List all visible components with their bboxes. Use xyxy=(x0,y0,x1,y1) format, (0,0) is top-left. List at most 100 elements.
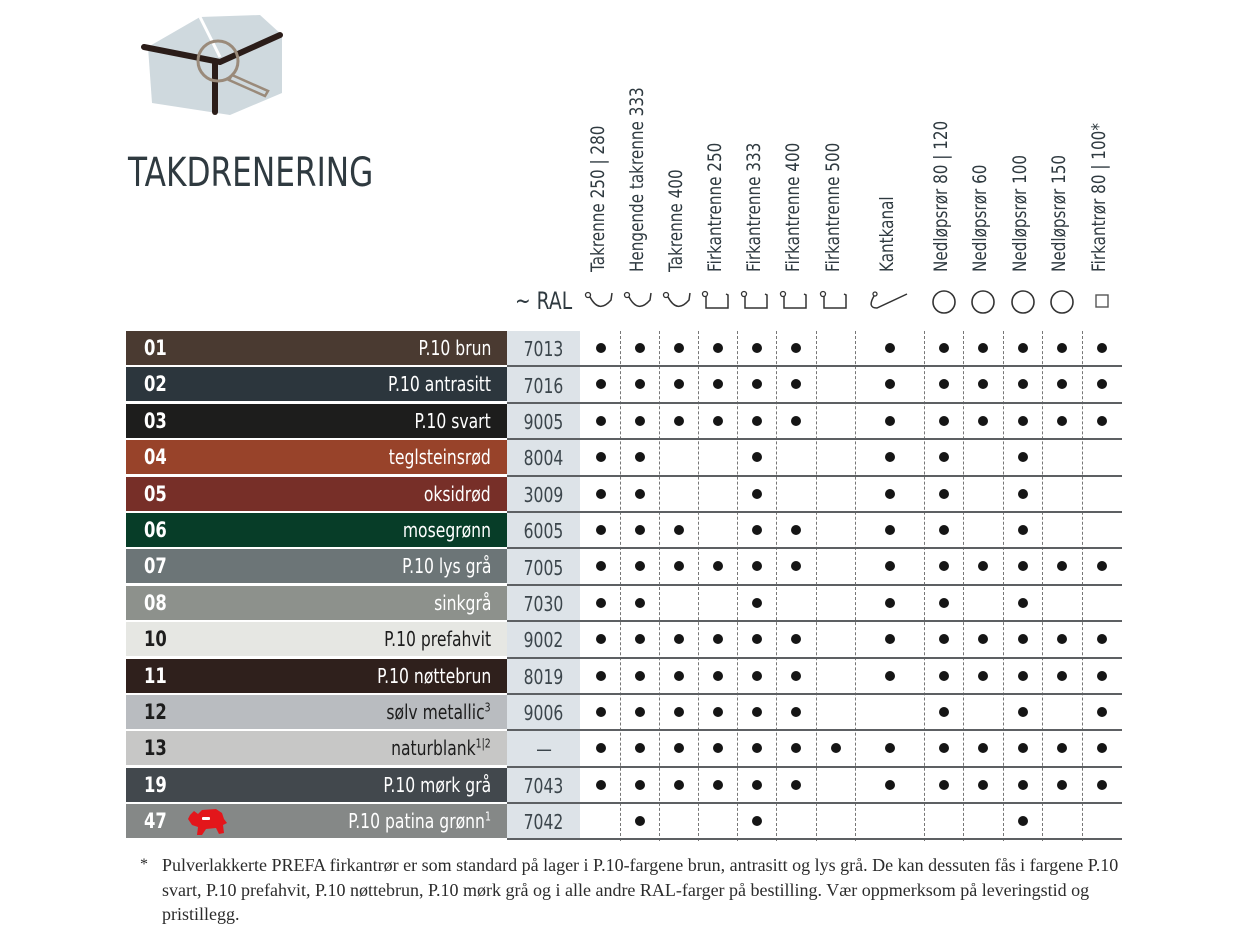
availability-cell xyxy=(776,586,816,620)
available-dot-icon xyxy=(673,670,684,681)
available-dot-icon xyxy=(938,743,949,754)
availability-cell xyxy=(620,659,659,693)
availability-cell xyxy=(924,367,963,401)
available-dot-icon xyxy=(938,706,949,717)
available-dot-icon xyxy=(712,379,723,390)
column-header-label: Nedløpsrør 60 xyxy=(969,164,991,272)
available-dot-icon xyxy=(634,634,645,645)
color-swatch-cell: 19 P.10 mørk grå xyxy=(126,767,507,802)
availability-cell xyxy=(776,768,816,802)
availability-cell xyxy=(963,549,1003,583)
available-dot-icon xyxy=(595,415,606,426)
column-header-label: Kantkanal xyxy=(875,196,898,272)
available-dot-icon xyxy=(791,779,801,790)
available-dot-icon xyxy=(634,488,645,499)
availability-cell xyxy=(659,622,698,656)
availability-cell xyxy=(620,695,659,729)
page-title: TAKDRENERING xyxy=(128,150,374,196)
availability-cell xyxy=(924,804,963,838)
table-row: 08 sinkgrå 7030 xyxy=(126,585,1122,623)
column-divider xyxy=(698,331,699,841)
row-gap xyxy=(126,401,507,404)
available-dot-icon xyxy=(751,415,762,426)
availability-cell xyxy=(816,695,855,729)
color-swatch-cell: 04 teglsteinsrød xyxy=(126,440,507,475)
round-pipe-icon xyxy=(1047,288,1077,314)
box-gutter-icon xyxy=(818,288,854,314)
row-gap xyxy=(126,510,507,513)
availability-cell xyxy=(776,622,816,656)
available-dot-icon xyxy=(673,415,684,426)
column-divider xyxy=(816,331,817,841)
availability-cell xyxy=(1082,622,1121,656)
availability-cell xyxy=(1003,404,1042,438)
half-round-gutter-icon xyxy=(583,288,619,314)
availability-cell xyxy=(924,695,963,729)
availability-cell xyxy=(855,695,924,729)
availability-cell xyxy=(776,804,816,838)
row-gap xyxy=(126,765,507,768)
half-round-gutter-icon xyxy=(622,288,658,314)
color-name: P.10 svart xyxy=(415,409,491,433)
ral-column-header: ~ RAL xyxy=(515,287,573,315)
availability-cell xyxy=(620,622,659,656)
availability-cell xyxy=(963,331,1003,365)
footnote-text: Pulverlakkerte PREFA firkantrør er som s… xyxy=(162,855,1119,924)
available-dot-icon xyxy=(1057,779,1067,790)
available-dot-icon xyxy=(1017,488,1028,499)
availability-cell xyxy=(776,477,816,511)
available-dot-icon xyxy=(791,706,801,717)
available-dot-icon xyxy=(673,561,684,572)
row-gap xyxy=(126,728,507,732)
color-swatch-cell: 05 oksidrød xyxy=(126,476,507,511)
row-divider xyxy=(507,802,1122,805)
color-name-text: P.10 brun xyxy=(418,336,491,360)
availability-cell xyxy=(776,440,816,474)
availability-cell xyxy=(1003,477,1042,511)
available-dot-icon xyxy=(978,379,988,390)
availability-cell xyxy=(924,549,963,583)
ral-code: 8004 xyxy=(523,446,564,471)
row-divider xyxy=(507,838,1122,841)
table-row: 02 P.10 antrasitt 7016 xyxy=(126,367,1122,404)
color-swatch-cell: 02 P.10 antrasitt xyxy=(126,367,507,402)
availability-cell xyxy=(698,731,737,765)
row-gap xyxy=(126,692,507,695)
availability-cell xyxy=(659,659,698,693)
row-divider xyxy=(507,474,1122,477)
availability-cell xyxy=(1003,695,1042,729)
available-dot-icon xyxy=(1057,379,1067,390)
availability-cell xyxy=(620,440,659,474)
availability-cell xyxy=(1082,331,1121,365)
availability-cell xyxy=(1082,695,1121,729)
availability-cell xyxy=(855,331,924,365)
ral-code-cell: 7042 xyxy=(507,804,580,841)
availability-cell xyxy=(924,440,963,474)
available-dot-icon xyxy=(595,670,606,681)
color-swatch-cell: 11 P.10 nøttebrun xyxy=(126,658,507,693)
availability-cell xyxy=(816,804,855,838)
color-swatch-cell: 10 P.10 prefahvit xyxy=(126,622,507,657)
table-row: 05 oksidrød 3009 xyxy=(126,476,1122,513)
ral-code-cell: 7030 xyxy=(507,585,580,623)
available-dot-icon xyxy=(938,670,949,681)
available-dot-icon xyxy=(1096,634,1107,645)
availability-cell xyxy=(855,477,924,511)
edge-channel-icon xyxy=(865,288,915,314)
available-dot-icon xyxy=(751,488,762,499)
availability-cell xyxy=(581,404,620,438)
availability-cell xyxy=(737,659,776,693)
ral-code: — xyxy=(535,737,552,762)
availability-cell xyxy=(816,367,855,401)
availability-cell xyxy=(581,331,620,365)
row-gap xyxy=(126,365,507,368)
column-divider xyxy=(855,331,856,841)
available-dot-icon xyxy=(884,779,895,790)
available-dot-icon xyxy=(634,597,645,608)
table-row: 47 P.10 patina grønn1 7042 xyxy=(126,804,1122,841)
color-name: sinkgrå xyxy=(434,591,491,615)
available-dot-icon xyxy=(595,561,606,572)
color-number: 13 xyxy=(144,736,167,761)
availability-cell xyxy=(698,367,737,401)
availability-cell xyxy=(659,695,698,729)
